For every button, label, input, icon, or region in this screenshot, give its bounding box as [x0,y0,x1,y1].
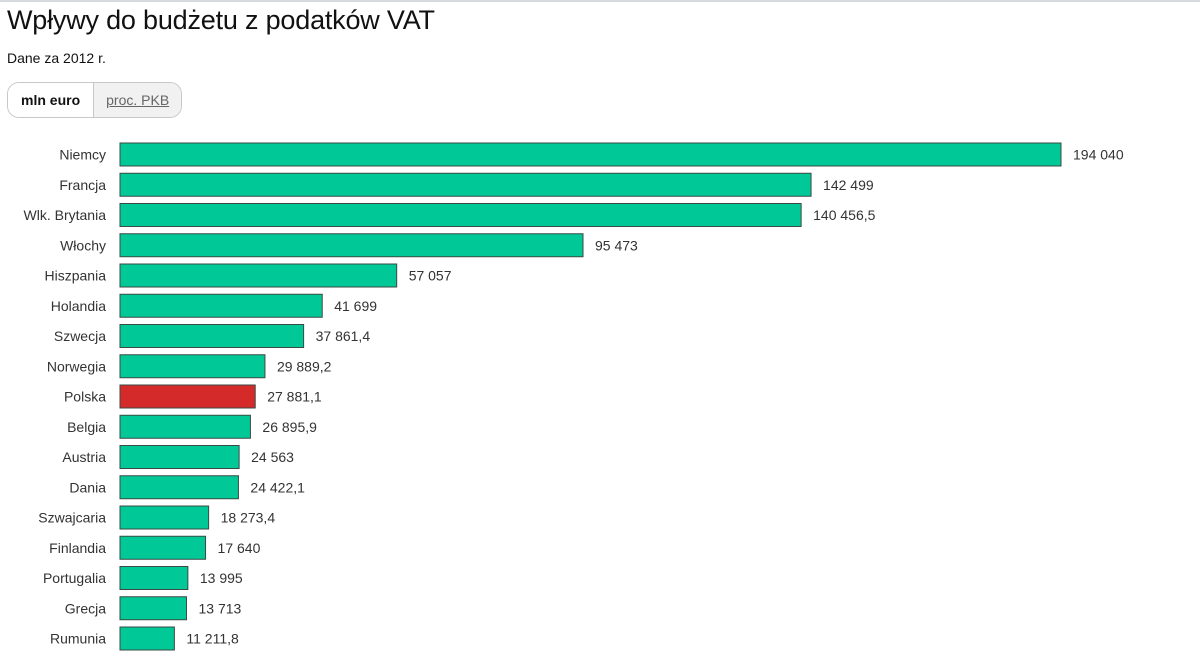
value-label: 194 040 [1073,147,1124,163]
value-label: 13 995 [200,570,243,586]
bar-chart: Niemcy 194 040 Francja 142 499 Wlk. Brytania… [24,142,1124,651]
bar-szwecja[interactable] [119,324,305,348]
top-rule [0,0,1200,2]
bar-dania[interactable] [119,475,239,500]
category-label: Norwegia [47,358,106,374]
category-label: Grecja [65,600,106,616]
value-label: 142 499 [823,177,874,193]
bar-rumunia[interactable] [119,626,175,651]
bar-belgia[interactable] [119,414,251,439]
bar-wlk-brytania[interactable] [119,203,802,227]
page-title: Wpływy do budżetu z podatków VAT [7,5,435,35]
bar-finlandia[interactable] [119,535,207,560]
value-label: 37 861,4 [316,328,371,344]
bar-niemcy[interactable] [119,142,1062,167]
bar-holandia[interactable] [119,293,323,318]
bar-portugalia[interactable] [119,566,189,590]
category-label: Szwecja [54,328,106,344]
value-label: 24 563 [251,449,294,465]
category-label: Portugalia [43,570,106,586]
category-label: Finlandia [49,540,106,556]
value-label: 29 889,2 [277,358,332,374]
category-label: Rumunia [50,631,106,647]
category-label: Francja [59,177,106,193]
bar-polska[interactable] [119,384,256,409]
value-label: 18 273,4 [221,510,276,526]
bar-grecja[interactable] [119,596,188,621]
value-label: 26 895,9 [262,419,317,435]
unit-toggle: mln euro proc. PKB [7,82,183,118]
bar-włochy[interactable] [119,233,584,258]
toggle-mln-euro[interactable]: mln euro [8,83,94,117]
value-label: 27 881,1 [267,389,322,405]
page-subtitle: Dane za 2012 r. [7,50,106,66]
category-label: Niemcy [59,147,106,163]
value-label: 24 422,1 [250,479,305,495]
category-label: Włochy [60,237,106,253]
value-label: 13 713 [199,600,242,616]
category-label: Polska [64,389,106,405]
value-label: 57 057 [409,268,452,284]
value-label: 95 473 [595,237,638,253]
category-label: Belgia [67,419,106,435]
bar-francja[interactable] [119,172,812,197]
bar-austria[interactable] [119,445,240,469]
bar-szwajcaria[interactable] [119,505,210,530]
category-label: Wlk. Brytania [24,207,107,223]
toggle-proc-pkb[interactable]: proc. PKB [93,83,182,117]
value-label: 41 699 [334,298,377,314]
category-label: Holandia [51,298,106,314]
category-label: Dania [69,479,106,495]
value-label: 11 211,8 [186,631,239,647]
value-label: 17 640 [218,540,261,556]
bar-norwegia[interactable] [119,354,266,379]
value-label: 140 456,5 [813,207,875,223]
bar-hiszpania[interactable] [119,263,398,288]
category-label: Szwajcaria [38,510,106,526]
category-label: Austria [62,449,106,465]
category-label: Hiszpania [45,268,107,284]
